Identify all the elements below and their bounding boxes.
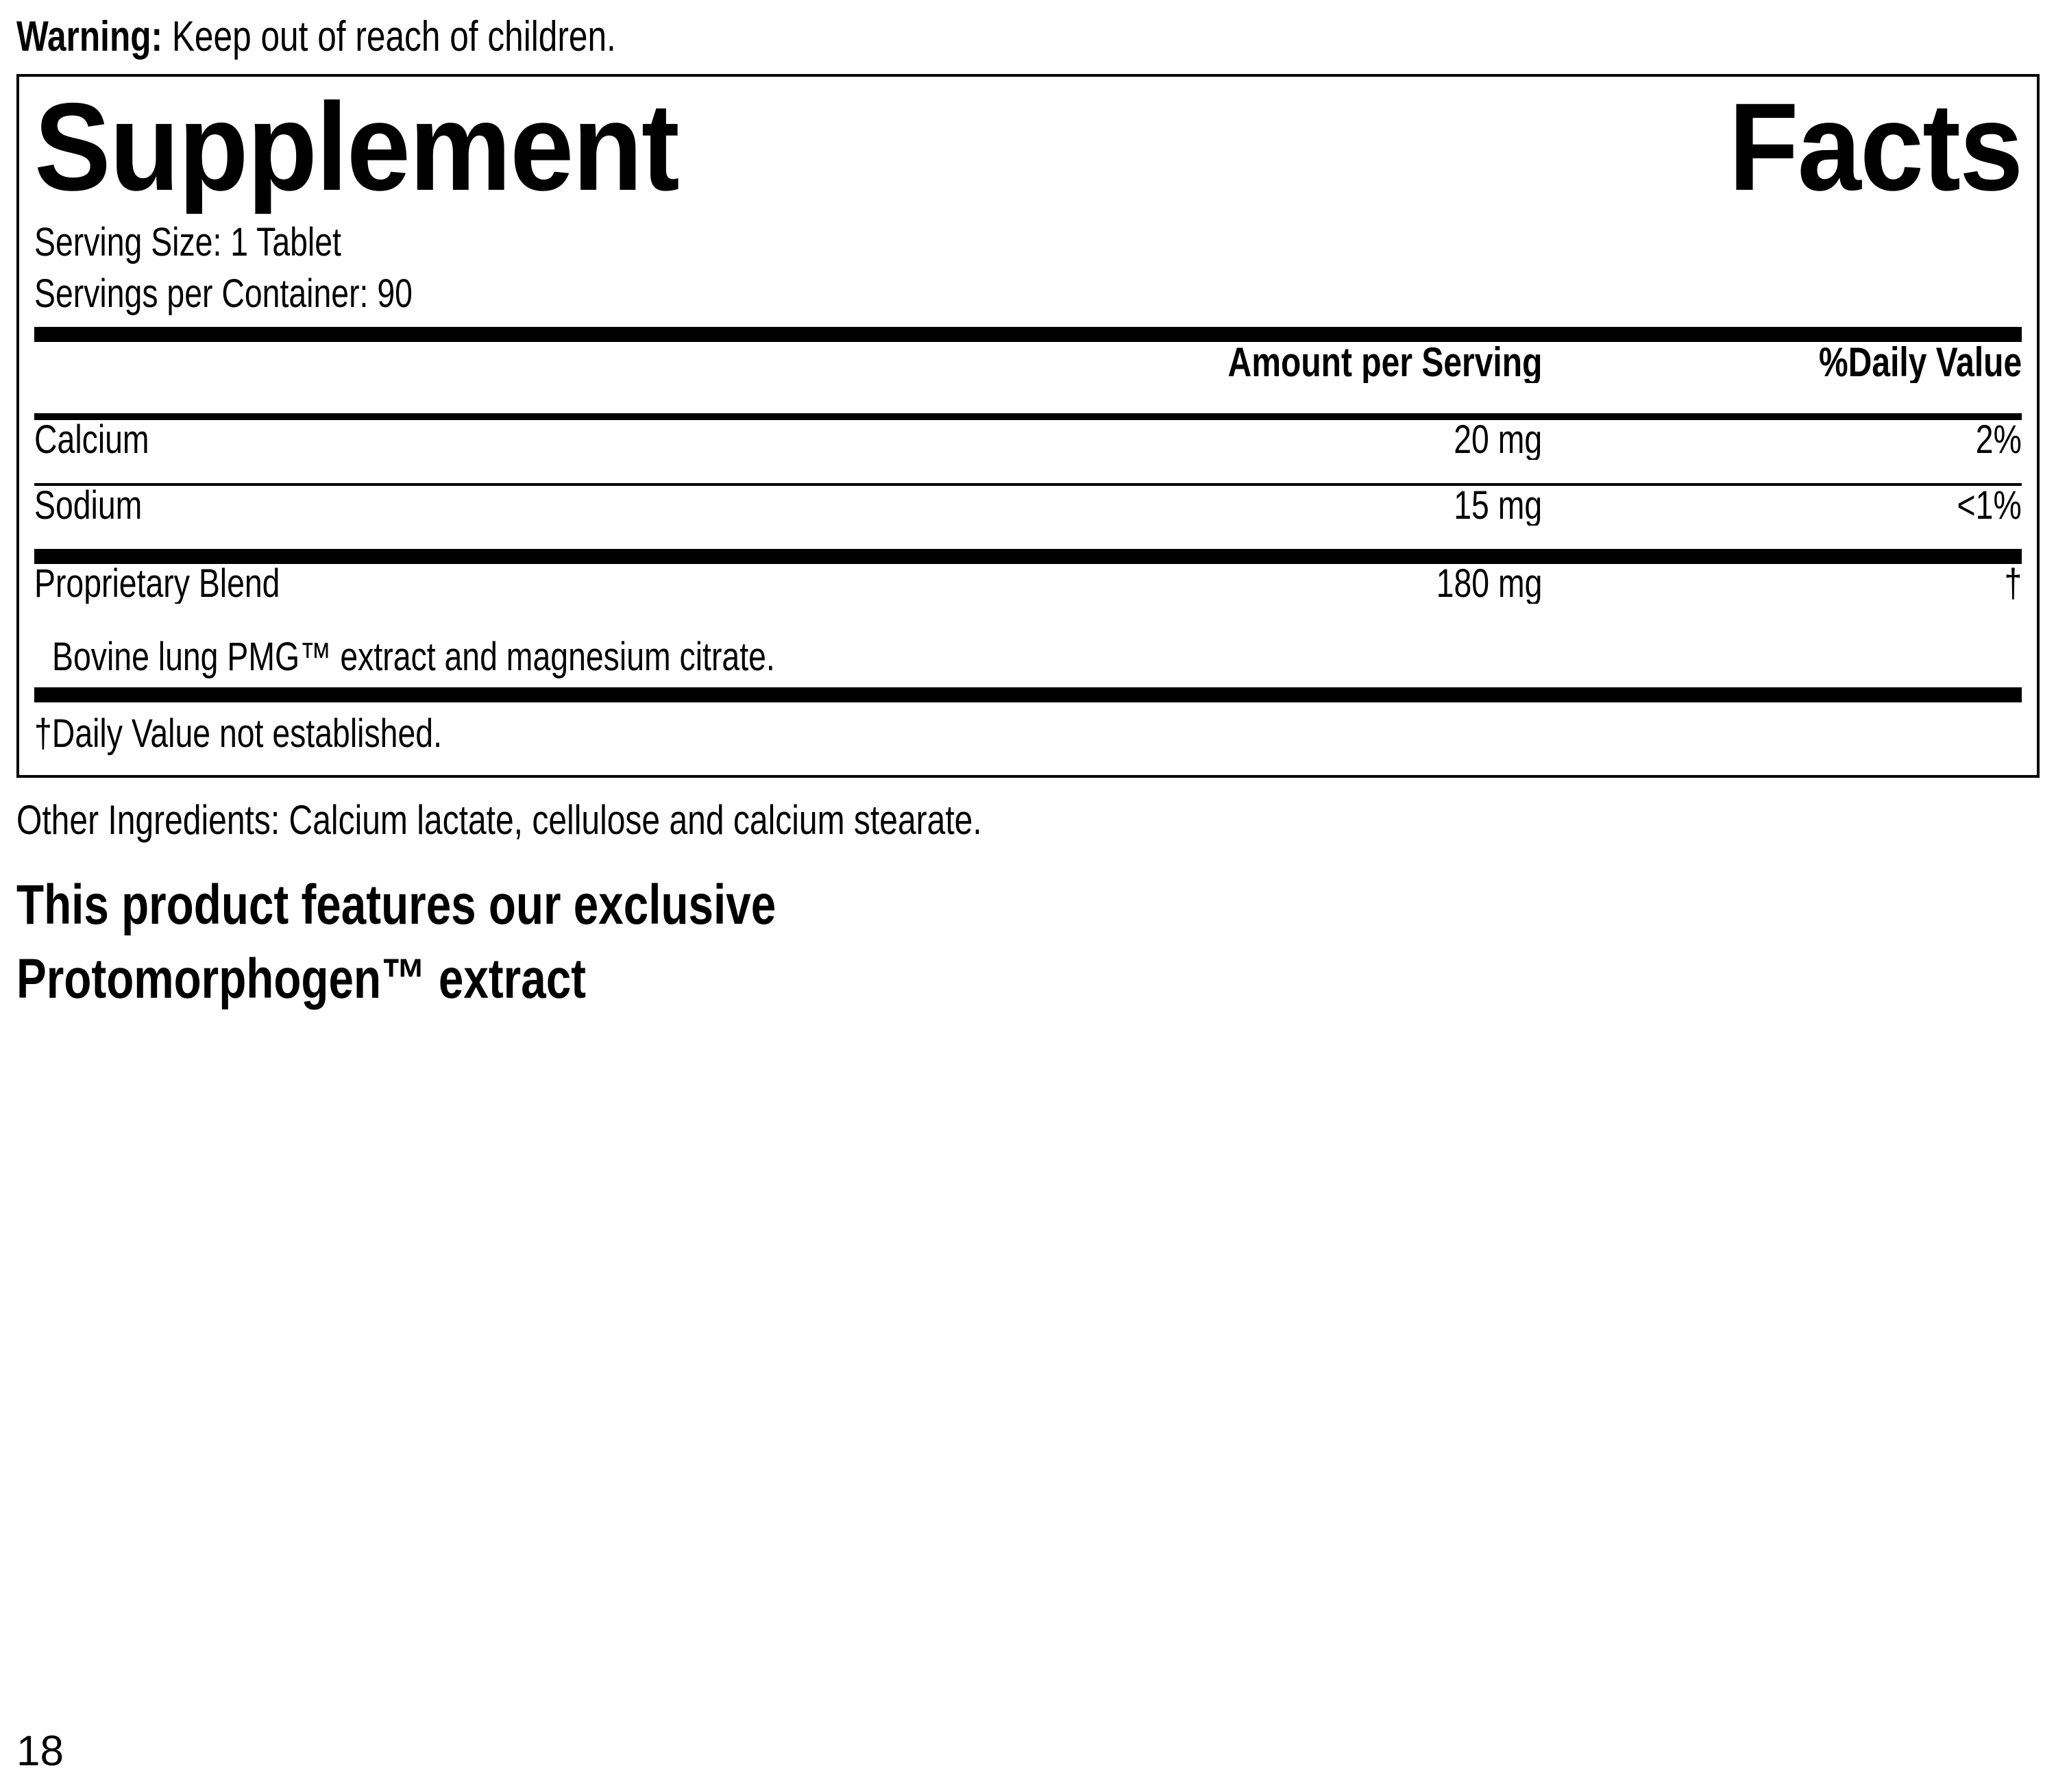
supplement-facts-panel: Supplement Facts Serving Size: 1 Tablet … xyxy=(16,74,2040,778)
nutrient-daily-value: <1% xyxy=(1700,486,2022,526)
feature-statement: This product features our exclusive Prot… xyxy=(16,868,2040,1016)
blend-description-label: Bovine lung PMG™ extract and magnesium c… xyxy=(52,634,775,679)
servings-per-container: Servings per Container: 90 xyxy=(34,271,413,317)
nutrient-amount-label: 15 mg xyxy=(1454,485,1542,526)
blend-description: Bovine lung PMG™ extract and magnesium c… xyxy=(34,627,2022,687)
panel-title-facts: Facts xyxy=(1728,84,2022,214)
blend-amount: 180 mg xyxy=(822,564,1700,604)
table-row: Sodium 15 mg <1% xyxy=(34,486,2022,549)
header-daily-value-label: %Daily Value xyxy=(1818,341,2022,383)
rule-under-header xyxy=(34,413,2022,420)
panel-title-supplement: Supplement xyxy=(34,84,680,214)
table-row: Calcium 20 mg 2% xyxy=(34,420,2022,483)
header-cell-daily-value: %Daily Value xyxy=(1700,342,2022,383)
serving-size: Serving Size: 1 Tablet xyxy=(34,220,341,265)
nutrient-name: Calcium xyxy=(34,420,822,460)
table-header-row: Amount per Serving %Daily Value xyxy=(34,342,2022,413)
header-cell-name xyxy=(34,367,822,380)
nutrient-amount-label: 20 mg xyxy=(1454,419,1542,460)
rule-below-blend xyxy=(34,687,2022,702)
other-ingredients-label: Other Ingredients: Calcium lactate, cell… xyxy=(16,796,982,843)
page-number: 18 xyxy=(16,1728,64,1775)
nutrient-name: Sodium xyxy=(34,486,822,526)
serving-information: Serving Size: 1 Tablet Servings per Cont… xyxy=(34,217,2022,320)
nutrient-daily-value-label: 2% xyxy=(1975,419,2022,460)
blend-amount-label: 180 mg xyxy=(1436,563,1542,604)
nutrient-amount: 15 mg xyxy=(822,486,1700,526)
nutrient-name-label: Calcium xyxy=(34,419,149,460)
nutrient-amount: 20 mg xyxy=(822,420,1700,460)
warning-body: Keep out of reach of children. xyxy=(162,13,616,60)
rule-above-blend xyxy=(34,548,2022,564)
nutrient-daily-value-label: <1% xyxy=(1957,485,2022,526)
feature-statement-line-1: This product features our exclusive xyxy=(16,873,776,936)
header-amount-label: Amount per Serving xyxy=(1227,341,1542,383)
nutrient-name-label: Sodium xyxy=(34,485,143,526)
blend-name-label: Proprietary Blend xyxy=(34,563,280,604)
warning-text-wrapper: Warning: Keep out of reach of children. xyxy=(16,16,616,58)
nutrient-daily-value: 2% xyxy=(1700,420,2022,460)
daily-value-footnote: †Daily Value not established. xyxy=(34,702,2022,765)
warning-label: Warning: xyxy=(16,13,163,60)
blend-name: Proprietary Blend xyxy=(34,564,822,604)
blend-daily-value: † xyxy=(1700,564,2022,604)
blend-daily-value-label: † xyxy=(2004,563,2022,604)
panel-title: Supplement Facts xyxy=(34,84,2022,214)
daily-value-footnote-label: †Daily Value not established. xyxy=(34,711,442,756)
table-row-blend: Proprietary Blend 180 mg † xyxy=(34,564,2022,627)
other-ingredients: Other Ingredients: Calcium lactate, cell… xyxy=(16,787,2040,853)
warning-line: Warning: Keep out of reach of children. xyxy=(16,0,2040,70)
feature-statement-line-2: Protomorphogen™ extract xyxy=(16,948,587,1011)
rule-row-divider xyxy=(34,482,2022,486)
rule-thick-top xyxy=(34,326,2022,342)
header-cell-amount: Amount per Serving xyxy=(822,342,1700,383)
